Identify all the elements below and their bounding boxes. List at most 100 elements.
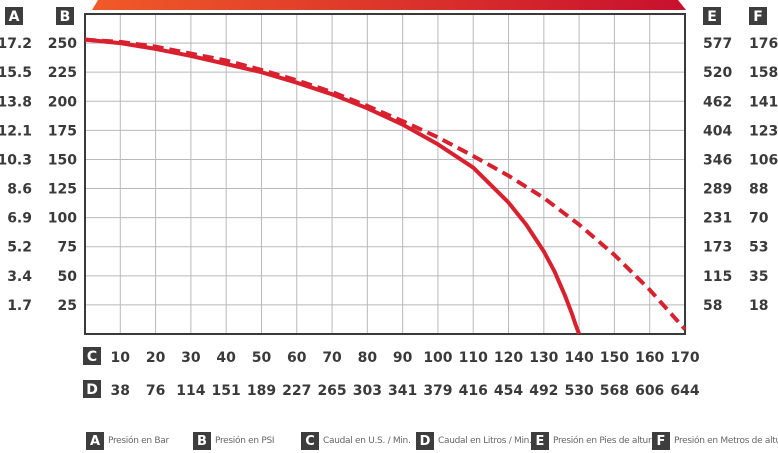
tick-label-usgpm: 90 [393, 350, 413, 366]
axis-d-box [83, 380, 101, 398]
tick-label-psi: 200 [48, 94, 77, 110]
tick-label-lpm: 530 [565, 383, 594, 399]
tick-label-psi: 50 [58, 269, 78, 285]
axis-b-box [56, 7, 74, 25]
tick-label-m: 53 [749, 240, 768, 256]
tick-label-ft: 58 [703, 298, 722, 314]
axis-f-badge: F [749, 7, 767, 25]
legend-item-e: E Presión en Pies de altura [531, 432, 657, 450]
pump-curve-chart: 17.2 250 577 176 15.5 225 520 158 13.8 200 462 141 1… [0, 0, 778, 399]
tick-label-m: 88 [749, 182, 768, 198]
legend-box-e: E [531, 432, 549, 450]
legend-item-b: B Presión en PSI [193, 432, 275, 450]
header-band [92, 0, 686, 10]
legend-box-a: A [86, 432, 104, 450]
axis-f-letter: F [753, 9, 763, 25]
tick-label-ft: 231 [703, 211, 732, 227]
legend-text-d: Caudal en Litros / Min. [438, 436, 532, 446]
axis-f-box [749, 7, 767, 25]
axis-c-badge: C [83, 347, 101, 365]
tick-label-lpm: 644 [670, 383, 699, 399]
tick-label-lpm: 151 [212, 383, 241, 399]
tick-label-lpm: 227 [282, 383, 311, 399]
axis-a-badge: A [5, 7, 23, 25]
tick-label-bar: 8.6 [7, 182, 32, 198]
legend-item-a: A Presión en Bar [86, 432, 169, 450]
tick-label-ft: 173 [703, 240, 732, 256]
plot-frame [84, 13, 686, 335]
tick-label-usgpm: 150 [600, 350, 629, 366]
tick-label-psi: 100 [48, 211, 77, 227]
tick-label-ft: 577 [703, 36, 732, 52]
series-line-solid [84, 37, 581, 335]
tick-label-lpm: 568 [600, 383, 629, 399]
legend-box-b: B [193, 432, 211, 450]
tick-label-usgpm: 40 [216, 350, 236, 366]
tick-label-m: 123 [749, 123, 778, 139]
axis-a-box [5, 7, 23, 25]
tick-label-ft: 115 [703, 269, 732, 285]
tick-label-usgpm: 100 [423, 350, 452, 366]
tick-label-lpm: 606 [635, 383, 664, 399]
legend-box-f: F [652, 432, 670, 450]
tick-label-psi: 125 [48, 182, 77, 198]
tick-label-usgpm: 10 [111, 350, 131, 366]
tick-label-lpm: 265 [317, 383, 346, 399]
tick-label-usgpm: 70 [322, 350, 342, 366]
series-group [84, 37, 687, 335]
axis-e-box [703, 7, 721, 25]
tick-label-lpm: 341 [388, 383, 417, 399]
tick-label-bar: 3.4 [7, 269, 32, 285]
tick-label-lpm: 38 [111, 383, 130, 399]
tick-label-usgpm: 120 [494, 350, 523, 366]
legend-text-b: Presión en PSI [215, 436, 275, 446]
tick-label-usgpm: 130 [529, 350, 558, 366]
tick-label-bar: 6.9 [7, 211, 32, 227]
tick-label-usgpm: 20 [146, 350, 166, 366]
legend: A Presión en Bar B Presión en PSI C Caud… [0, 432, 778, 452]
tick-label-usgpm: 140 [565, 350, 594, 366]
legend-text-e: Presión en Pies de altura [553, 436, 657, 446]
axis-c-letter: C [87, 349, 97, 365]
grid [85, 14, 685, 334]
tick-label-bar: 1.7 [7, 298, 32, 314]
tick-label-psi: 75 [58, 240, 77, 256]
series-line-dashed [84, 37, 687, 331]
tick-label-ft: 520 [703, 65, 732, 81]
tick-label-ft: 289 [703, 182, 732, 198]
legend-item-d: D Caudal en Litros / Min. [416, 432, 532, 450]
tick-label-lpm: 379 [423, 383, 452, 399]
legend-text-f: Presión en Metros de altura [674, 436, 778, 446]
tick-labels: 17.2 250 577 176 15.5 225 520 158 13.8 200 462 141 1… [0, 36, 778, 399]
legend-box-d: D [416, 432, 434, 450]
tick-label-m: 35 [749, 269, 768, 285]
tick-label-psi: 150 [48, 152, 77, 168]
axis-d-letter: D [86, 382, 98, 398]
tick-label-usgpm: 30 [181, 350, 201, 366]
tick-label-bar: 13.8 [0, 94, 32, 110]
tick-label-lpm: 114 [176, 383, 205, 399]
tick-label-bar: 5.2 [7, 240, 32, 256]
tick-label-usgpm: 170 [670, 350, 699, 366]
tick-label-bar: 15.5 [0, 65, 32, 81]
tick-label-lpm: 303 [353, 383, 382, 399]
axis-e-letter: E [707, 9, 717, 25]
tick-label-m: 18 [749, 298, 768, 314]
axis-c-box [83, 347, 101, 365]
axis-e-badge: E [703, 7, 721, 25]
tick-label-m: 176 [749, 36, 778, 52]
tick-label-bar: 17.2 [0, 36, 32, 52]
axis-d-badge: D [83, 380, 101, 398]
tick-label-lpm: 189 [247, 383, 276, 399]
legend-box-c: C [301, 432, 319, 450]
tick-label-m: 106 [749, 152, 778, 168]
tick-label-psi: 225 [48, 65, 77, 81]
tick-label-lpm: 76 [146, 383, 165, 399]
tick-label-ft: 462 [703, 94, 732, 110]
tick-label-lpm: 416 [459, 383, 488, 399]
tick-label-ft: 404 [703, 123, 732, 139]
tick-label-m: 141 [749, 94, 778, 110]
tick-label-usgpm: 60 [287, 350, 307, 366]
legend-text-c: Caudal en U.S. / Min. [323, 436, 411, 446]
tick-label-psi: 25 [58, 298, 77, 314]
